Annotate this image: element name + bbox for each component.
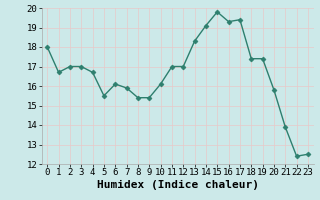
X-axis label: Humidex (Indice chaleur): Humidex (Indice chaleur) bbox=[97, 180, 259, 190]
